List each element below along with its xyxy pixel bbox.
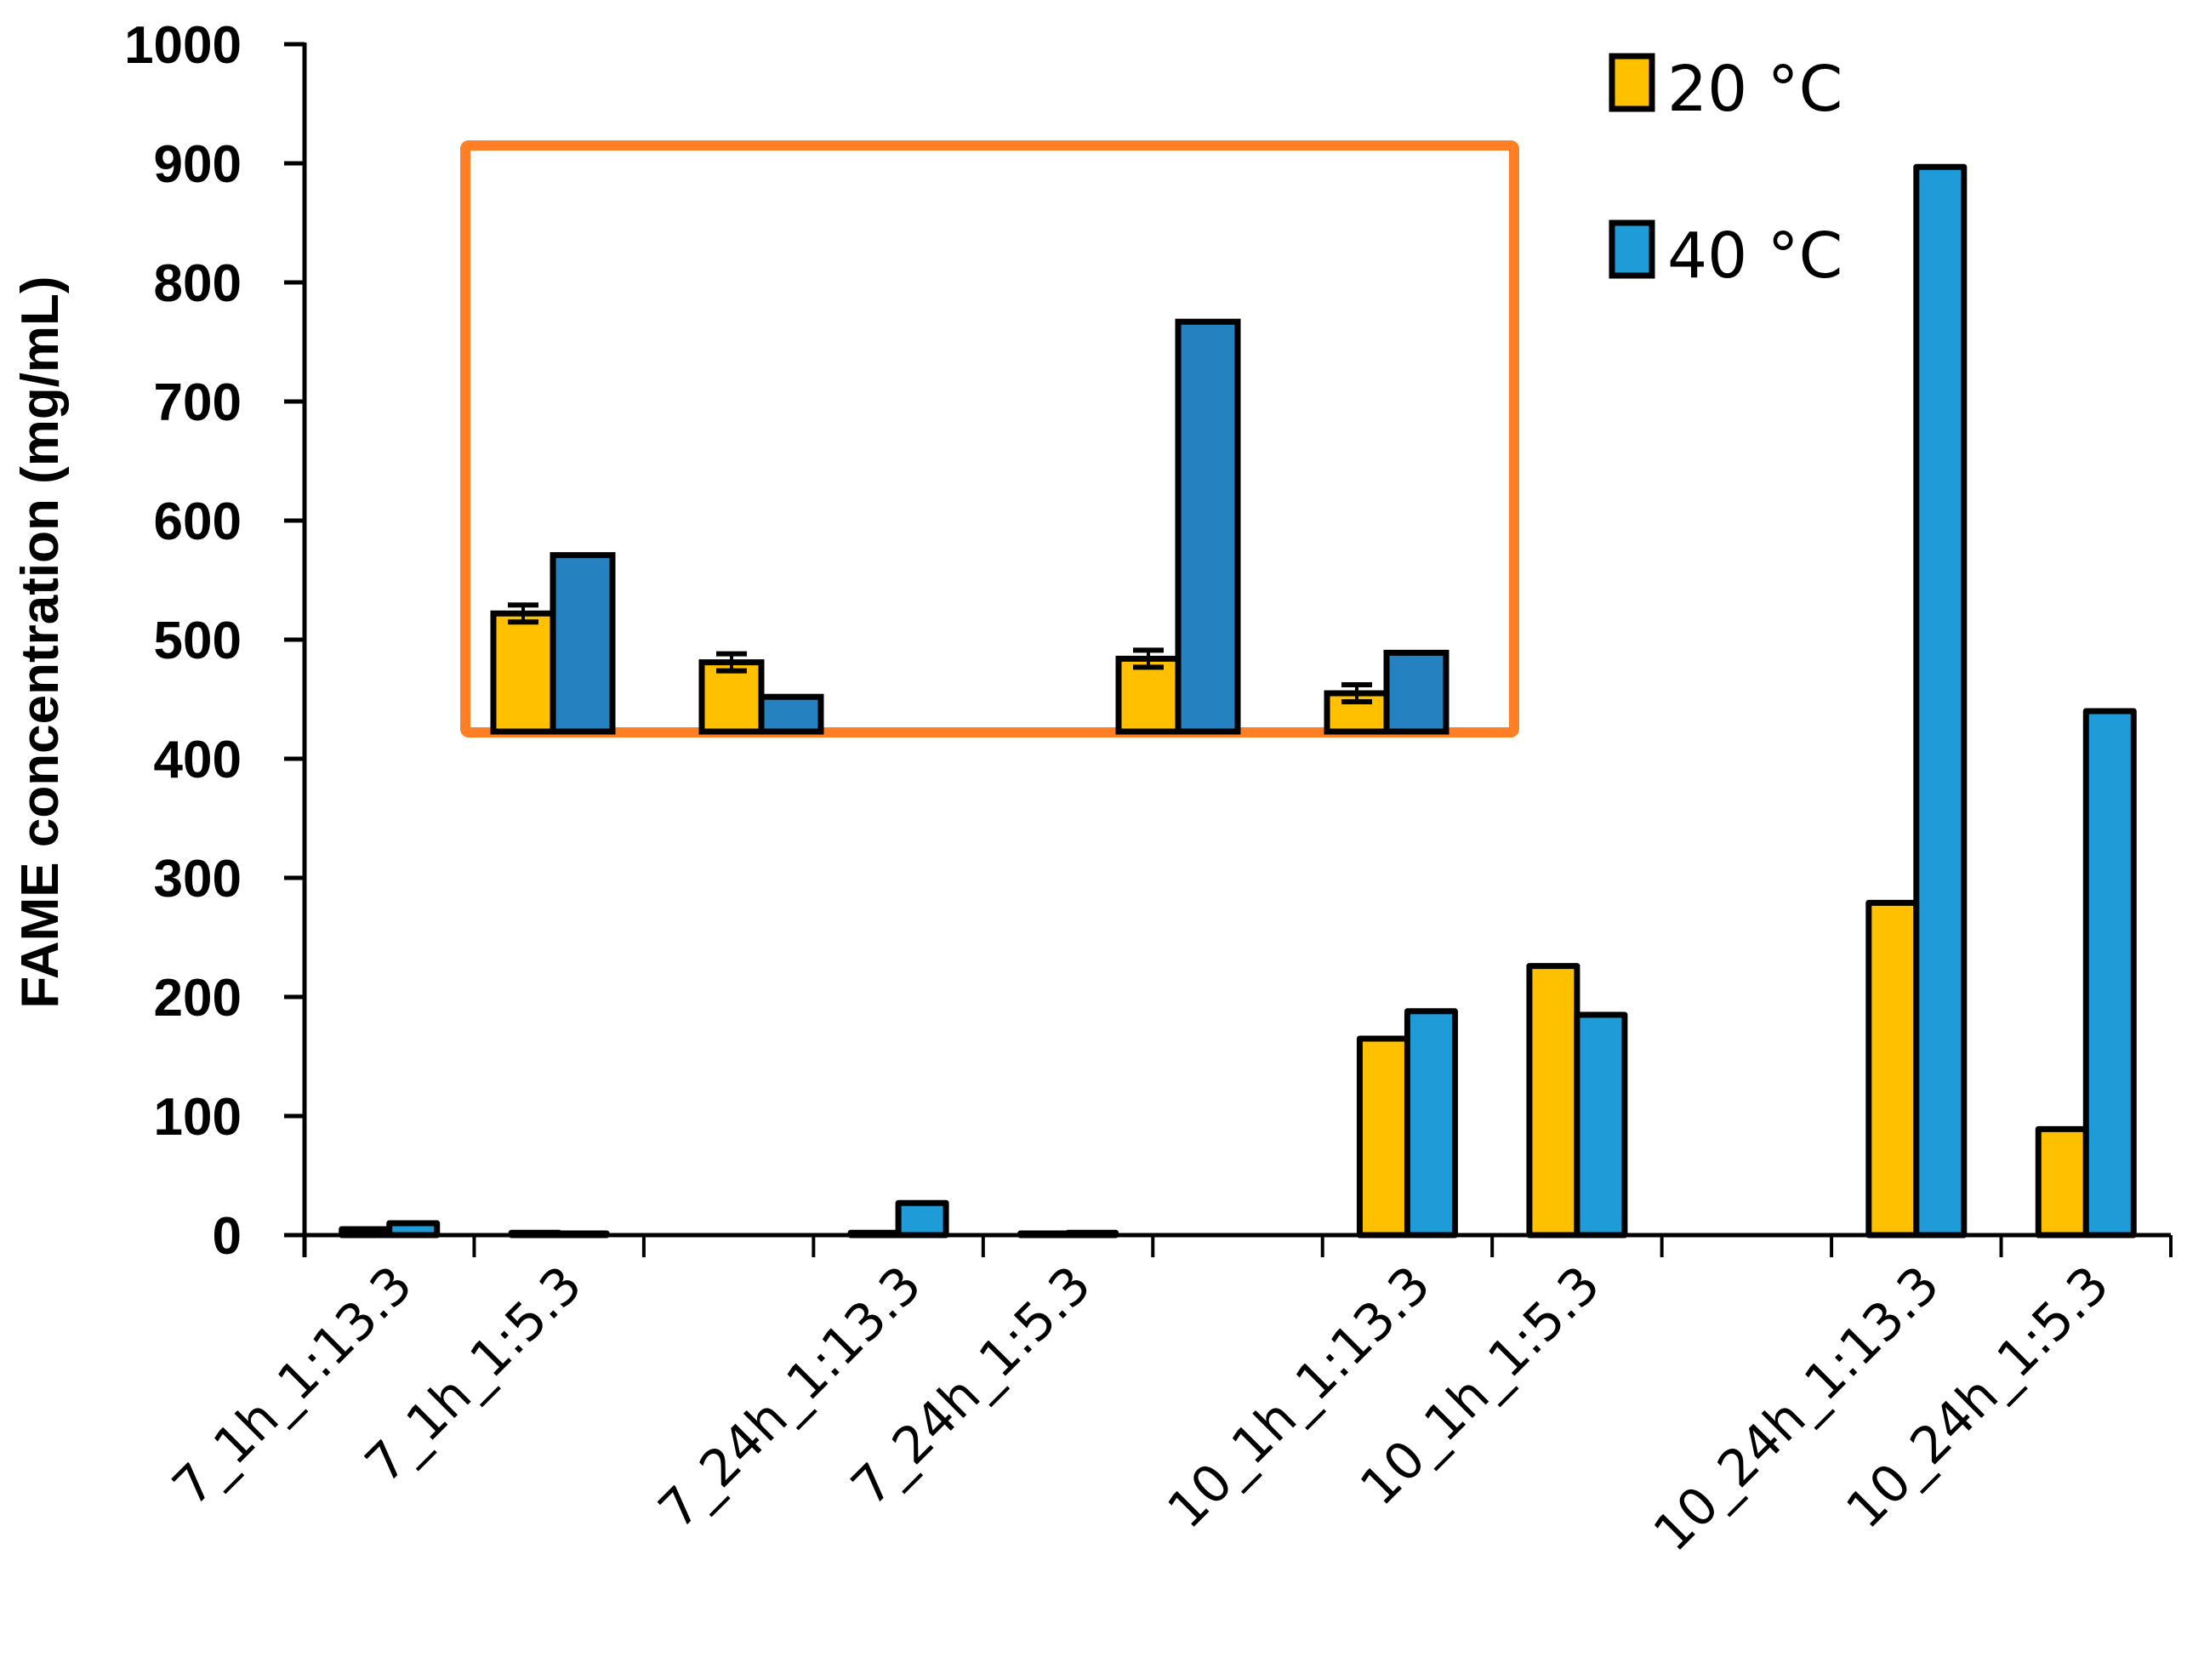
y-axis-label: FAME concentration (mg/mL) [11,276,70,1008]
bars [339,163,2137,1239]
legend-label: 40 °C [1667,219,1842,293]
y-tick-label: 600 [154,493,242,551]
y-tick-label: 700 [154,373,242,432]
inset-bar [490,610,556,735]
y-tick-label: 500 [154,612,242,670]
y-axis: 0 100 200 300 400 500 600 700 800 900 1000 [124,16,307,1266]
legend-label: 20 °C [1667,53,1842,126]
bar [2035,1125,2089,1239]
bar [1526,963,1580,1239]
y-tick-label: 200 [154,969,242,1028]
inset-bar [550,552,616,735]
bar [1017,1230,1072,1239]
y-tick-label: 1000 [124,16,242,75]
legend-swatch [1609,219,1655,279]
bar [508,1229,562,1239]
y-tick-label: 900 [154,135,242,194]
bar [1865,899,1920,1239]
x-tick-label: 10_24h_1:13.3 [1643,1255,1951,1563]
inset-bar [758,693,824,735]
legend-swatch [1609,53,1655,112]
y-tick-label: 0 [213,1207,242,1266]
bar [1404,1008,1458,1239]
bar [847,1229,902,1239]
bar [555,1230,610,1239]
inset-bar [1383,649,1449,735]
bar [2082,708,2137,1239]
x-axis: 7_1h_1:13.37_1h_1:5.3 7_24h_1:13.37_24h_1… [162,1233,2173,1563]
bar [1065,1229,1119,1239]
bar [895,1199,949,1239]
y-tick-label: 400 [154,731,242,789]
bar [339,1226,393,1239]
y-tick-label: 100 [154,1088,242,1147]
inset-bar [1175,318,1241,735]
inset-zoom-box [460,140,1519,737]
y-axis-title: FAME concentration (mg/mL) [11,276,70,1008]
y-tick-label: 800 [154,254,242,313]
inset-border [460,140,1519,737]
bar [386,1220,441,1239]
legend: 20 °C 40 °C [1609,53,1842,293]
y-tick-label: 300 [154,850,242,908]
bar [1913,163,1968,1239]
bar [1574,1011,1628,1239]
bar [1356,1035,1410,1239]
